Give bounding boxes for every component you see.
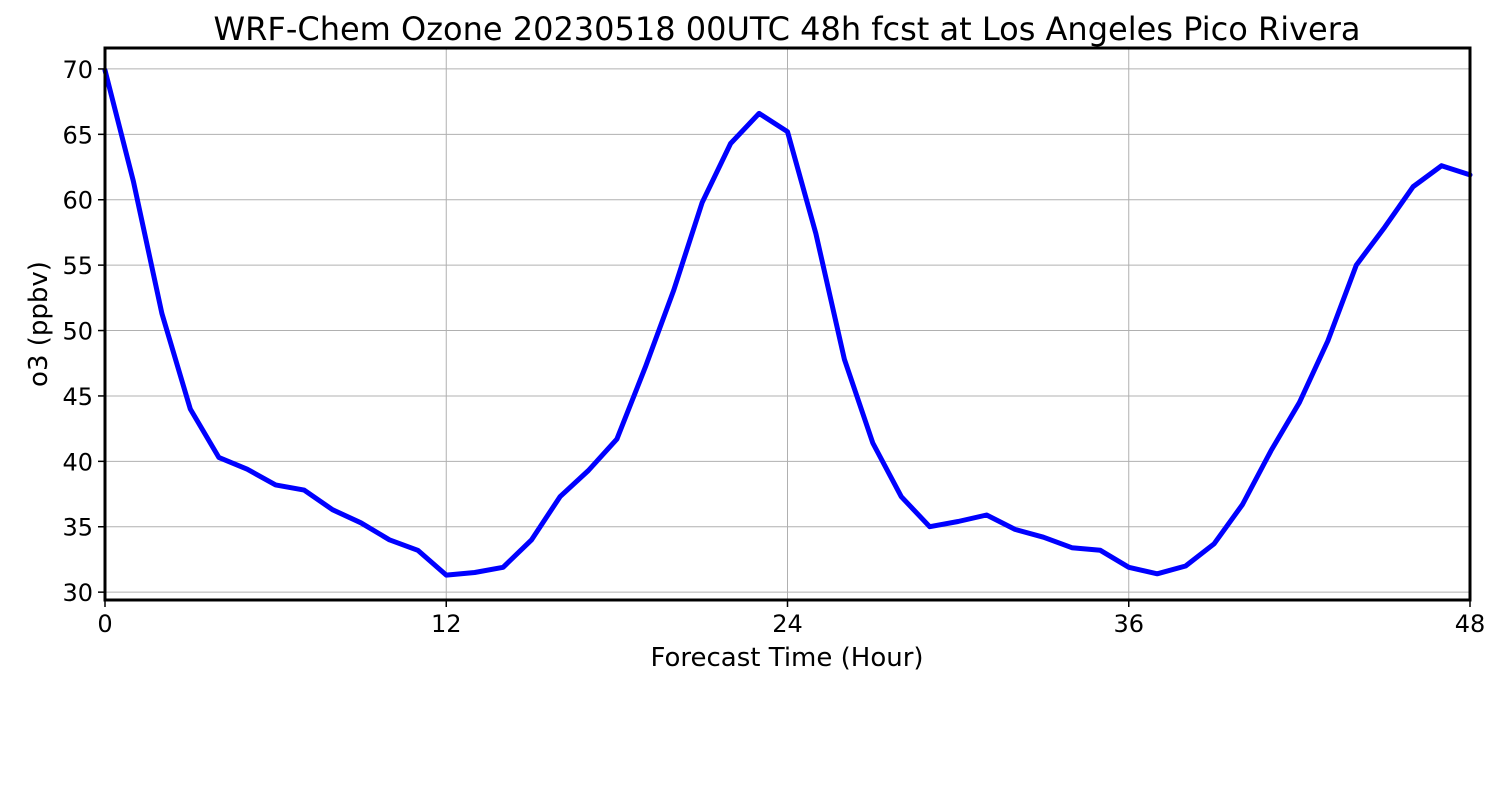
ozone-series-line — [102, 67, 1473, 578]
y-tick-label: 60 — [62, 187, 93, 215]
y-tick-label: 55 — [62, 252, 93, 280]
axis-ticks: 0 12 24 36 48 30 35 40 45 50 55 60 65 70 — [62, 56, 1485, 638]
y-axis-label: o3 (ppbv) — [24, 261, 54, 387]
x-tick-label: 24 — [772, 610, 803, 638]
x-tick-label: 48 — [1455, 610, 1486, 638]
chart-title: WRF-Chem Ozone 20230518 00UTC 48h fcst a… — [214, 10, 1361, 48]
y-tick-label: 65 — [62, 121, 93, 149]
x-axis-label: Forecast Time (Hour) — [650, 643, 923, 673]
x-tick-label: 36 — [1113, 610, 1144, 638]
x-tick-label: 12 — [431, 610, 462, 638]
series-layer — [102, 67, 1473, 578]
y-tick-label: 45 — [62, 383, 93, 411]
x-tick-label: 0 — [97, 610, 112, 638]
y-tick-label: 35 — [62, 514, 93, 542]
y-tick-label: 50 — [62, 318, 93, 346]
y-tick-label: 30 — [62, 579, 93, 607]
y-tick-label: 70 — [62, 56, 93, 84]
y-tick-label: 40 — [62, 448, 93, 476]
